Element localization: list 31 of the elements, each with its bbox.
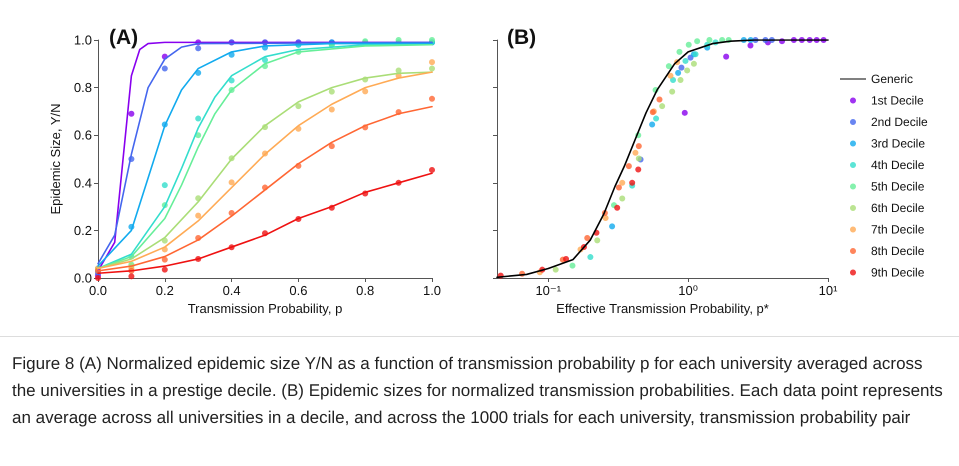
legend-label: 8th Decile xyxy=(871,244,925,258)
caption: Figure 8 (A) Normalized epidemic size Y/N as a function of transmission probability p for each university averaged across the universities in a prestige decile. (B) Epidemic sizes for normalized transmission probabilities. Each data point represents an average across all universities in a decile, and across the 1000 trials for each university, transmission probability pair xyxy=(12,353,944,429)
x-axis-title: Transmission Probability, p xyxy=(188,301,342,316)
chart-title: (A) xyxy=(109,26,138,49)
y-tick-label: 0.2 xyxy=(74,222,92,238)
x-tick-label: 0.4 xyxy=(222,283,241,298)
legend-label: 7th Decile xyxy=(871,222,925,236)
y-tick-label: 0.8 xyxy=(74,80,92,96)
legend-label: 2nd Decile xyxy=(871,115,928,129)
y-tick-label: 0.4 xyxy=(74,175,92,190)
y-axis-title: Epidemic Size, Y/N xyxy=(48,103,63,215)
x-axis-title: Effective Transmission Probability, p* xyxy=(556,301,769,316)
x-tick-label: 0.6 xyxy=(289,283,308,298)
x-tick-label: 10⁰ xyxy=(678,283,698,298)
x-tick-label: 1.0 xyxy=(422,283,442,298)
legend-label: 4th Decile xyxy=(871,158,925,172)
x-tick-label: 10⁻¹ xyxy=(535,283,562,298)
legend-label: Generic xyxy=(871,72,914,86)
legend-label: 9th Decile xyxy=(871,266,925,280)
legend-label: 1st Decile xyxy=(871,94,924,108)
x-tick-label: 10¹ xyxy=(818,283,838,298)
legend-label: 5th Decile xyxy=(871,180,925,194)
x-tick-label: 0.0 xyxy=(88,283,108,298)
y-tick-label: 0.0 xyxy=(74,270,92,286)
y-tick-label: 1.0 xyxy=(74,32,92,48)
legend-label: 6th Decile xyxy=(871,201,925,215)
x-tick-label: 0.2 xyxy=(156,283,174,298)
chart-title: (B) xyxy=(507,26,536,49)
y-tick-label: 0.6 xyxy=(74,128,92,143)
x-tick-label: 0.8 xyxy=(356,283,374,298)
legend-label: 3rd Decile xyxy=(871,136,926,150)
